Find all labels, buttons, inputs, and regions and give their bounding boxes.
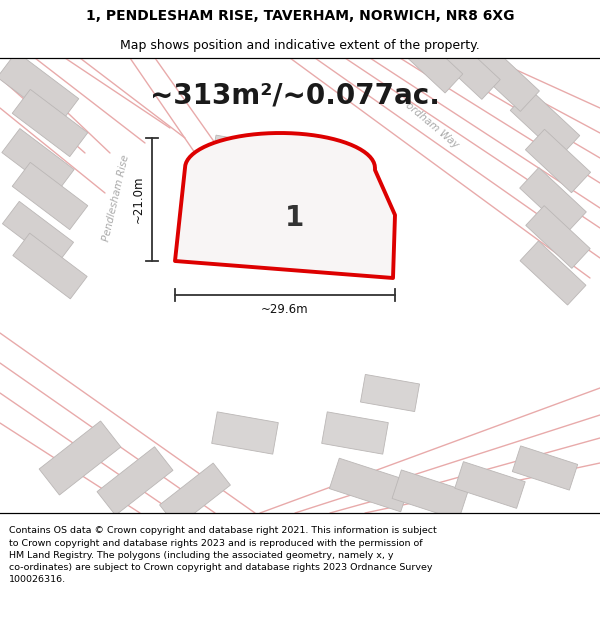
Polygon shape — [39, 421, 121, 495]
Polygon shape — [12, 162, 88, 229]
Polygon shape — [12, 89, 88, 157]
Polygon shape — [455, 462, 525, 508]
Text: 1, PENDLESHAM RISE, TAVERHAM, NORWICH, NR8 6XG: 1, PENDLESHAM RISE, TAVERHAM, NORWICH, N… — [86, 9, 514, 23]
Polygon shape — [97, 447, 173, 515]
Polygon shape — [175, 133, 395, 278]
Text: ~29.6m: ~29.6m — [261, 303, 309, 316]
Polygon shape — [526, 129, 590, 192]
Polygon shape — [0, 52, 79, 124]
Polygon shape — [361, 374, 419, 412]
Polygon shape — [13, 233, 87, 299]
Polygon shape — [212, 412, 278, 454]
Text: Map shows position and indicative extent of the property.: Map shows position and indicative extent… — [120, 39, 480, 52]
Polygon shape — [512, 446, 578, 490]
Text: Contains OS data © Crown copyright and database right 2021. This information is : Contains OS data © Crown copyright and d… — [9, 526, 437, 584]
Text: 1: 1 — [286, 204, 305, 232]
Text: Fordham Way: Fordham Way — [400, 96, 461, 150]
Text: ~313m²/~0.077ac.: ~313m²/~0.077ac. — [150, 81, 440, 109]
Polygon shape — [526, 206, 590, 268]
Polygon shape — [329, 458, 410, 512]
Polygon shape — [470, 44, 539, 111]
Polygon shape — [322, 412, 388, 454]
Text: Pendlesham Rise: Pendlesham Rise — [101, 154, 131, 242]
Polygon shape — [392, 470, 468, 520]
Polygon shape — [510, 89, 580, 157]
Polygon shape — [2, 129, 74, 194]
Polygon shape — [436, 37, 500, 99]
Polygon shape — [2, 201, 74, 264]
Text: ~21.0m: ~21.0m — [132, 176, 145, 223]
Polygon shape — [212, 217, 278, 259]
Polygon shape — [160, 463, 230, 527]
Polygon shape — [520, 241, 586, 305]
Polygon shape — [401, 33, 463, 93]
Polygon shape — [520, 168, 586, 232]
Polygon shape — [210, 135, 280, 181]
